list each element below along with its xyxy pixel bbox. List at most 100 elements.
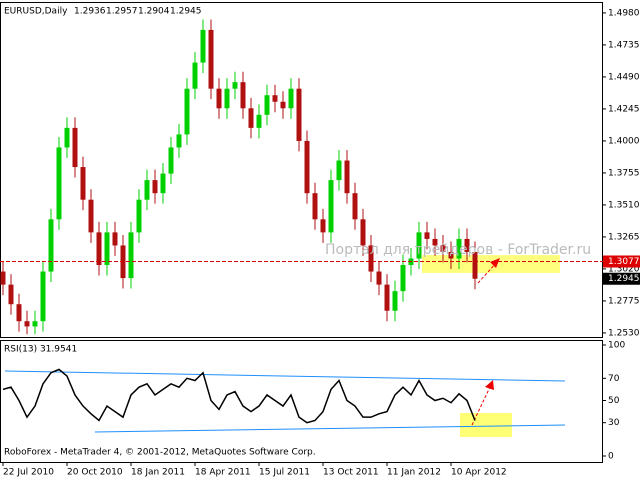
y-tick-label: 0 bbox=[608, 452, 614, 462]
candle-body bbox=[464, 238, 470, 252]
candle-body bbox=[72, 127, 78, 168]
candle-body bbox=[288, 88, 294, 109]
y-tick-label: 1.4490 bbox=[608, 72, 640, 82]
x-tick-label: 10 Apr 2012 bbox=[451, 468, 507, 478]
footer: RoboForex - MetaTrader 4, © 2001-2012, M… bbox=[4, 448, 316, 458]
candle-body bbox=[184, 88, 190, 135]
candle-body bbox=[360, 219, 366, 246]
y-tick-label: 100 bbox=[608, 340, 625, 350]
x-tick-label: 13 Oct 2011 bbox=[323, 468, 379, 478]
candle-body bbox=[376, 271, 382, 285]
ohlc-value: 1.2904 bbox=[138, 7, 170, 17]
x-tick-label: 22 Jul 2010 bbox=[3, 468, 54, 478]
y-tick-label: 30 bbox=[608, 418, 620, 428]
candle-body bbox=[128, 232, 134, 279]
candle-body bbox=[24, 321, 30, 327]
y-tick-label: 1.3265 bbox=[608, 232, 640, 242]
candle-body bbox=[200, 29, 206, 63]
y-tick-label: 1.4000 bbox=[608, 136, 640, 146]
candle-body bbox=[168, 147, 174, 174]
x-tick-label: 18 Jan 2011 bbox=[131, 468, 185, 478]
candle-body bbox=[160, 173, 166, 194]
plot-layer: 1.4980 1.4735 1.4490 1.4245 1.4000 1.3755 1.35… bbox=[0, 8, 640, 478]
candle-body bbox=[192, 62, 198, 89]
y-tick-label: 70 bbox=[608, 374, 620, 384]
candle-body bbox=[392, 291, 398, 311]
candle-body bbox=[400, 265, 406, 292]
x-tick-label: 20 Oct 2010 bbox=[67, 468, 123, 478]
candle-body bbox=[472, 251, 478, 279]
candle-body bbox=[56, 147, 62, 220]
candle-body bbox=[280, 101, 286, 109]
rsi-pane bbox=[0, 340, 603, 463]
candle-body bbox=[104, 232, 110, 266]
candle-body bbox=[312, 193, 318, 220]
trend-line bbox=[94, 424, 566, 433]
candle-body bbox=[432, 238, 438, 246]
y-tick-label: 1.4980 bbox=[608, 8, 640, 18]
candle-body bbox=[336, 160, 342, 181]
candle-body bbox=[208, 29, 214, 89]
candle-body bbox=[40, 271, 46, 322]
candle-body bbox=[224, 88, 230, 109]
highlight-box bbox=[460, 413, 512, 437]
candle-body bbox=[96, 232, 102, 266]
candle-body bbox=[152, 180, 158, 194]
candle-body bbox=[272, 95, 278, 102]
candle-body bbox=[456, 238, 462, 259]
highlight-box bbox=[422, 255, 560, 273]
candle-body bbox=[304, 140, 310, 194]
candle-body bbox=[176, 134, 182, 148]
candle-body bbox=[424, 232, 430, 239]
candle-body bbox=[0, 271, 6, 285]
x-tick-label: 15 Jul 2011 bbox=[259, 468, 310, 478]
candle-body bbox=[88, 199, 94, 233]
arrow-head bbox=[490, 258, 500, 268]
arrow-head bbox=[485, 380, 494, 390]
price-label-box bbox=[603, 255, 640, 268]
candle-body bbox=[256, 114, 262, 128]
candle-body bbox=[440, 245, 446, 252]
ohlc-value: 1.2957 bbox=[106, 7, 138, 17]
candle-body bbox=[240, 82, 246, 109]
rsi-line bbox=[2, 368, 476, 424]
chart-title: EURUSD,Daily bbox=[4, 7, 68, 17]
candle-body bbox=[448, 251, 454, 259]
price-label: 1.3077 bbox=[608, 257, 640, 267]
candle-body bbox=[344, 160, 350, 194]
candle-body bbox=[144, 180, 150, 200]
candle-body bbox=[328, 180, 334, 233]
ohlc-value: 1.2945 bbox=[170, 7, 202, 17]
trend-line bbox=[4, 370, 566, 382]
candle-body bbox=[80, 167, 86, 200]
candle-body bbox=[368, 245, 374, 272]
candle-body bbox=[136, 199, 142, 233]
main-pane bbox=[0, 2, 603, 338]
y-tick-label: 1.2775 bbox=[608, 296, 640, 306]
candle-body bbox=[248, 108, 254, 128]
candle-body bbox=[384, 284, 390, 311]
indicator-title: RSI(13) 31.9541 bbox=[4, 345, 77, 355]
candle-body bbox=[64, 127, 70, 148]
y-tick-label: 1.4735 bbox=[608, 40, 640, 50]
candle-body bbox=[320, 219, 326, 233]
x-tick-label: 11 Jan 2012 bbox=[387, 468, 441, 478]
ohlc-value: 1.2936 bbox=[74, 7, 106, 17]
candle-body bbox=[48, 219, 54, 272]
price-label-box bbox=[603, 272, 640, 285]
candle-body bbox=[216, 88, 222, 109]
y-tick-label: 1.2530 bbox=[608, 328, 640, 338]
current-price-label: 1.2945 bbox=[608, 274, 640, 284]
candle-body bbox=[416, 232, 422, 259]
candle-body bbox=[112, 232, 118, 246]
candle-body bbox=[32, 321, 38, 327]
watermark: Портал для трейдеров - ForTrader.ru bbox=[325, 242, 591, 258]
y-tick-label: 1.3510 bbox=[608, 200, 640, 210]
candle-body bbox=[352, 193, 358, 220]
y-tick-label: 1.3755 bbox=[608, 168, 640, 178]
x-tick-label: 18 Apr 2011 bbox=[195, 468, 251, 478]
y-tick-label: 1.4245 bbox=[608, 104, 640, 114]
candle-body bbox=[264, 95, 270, 115]
